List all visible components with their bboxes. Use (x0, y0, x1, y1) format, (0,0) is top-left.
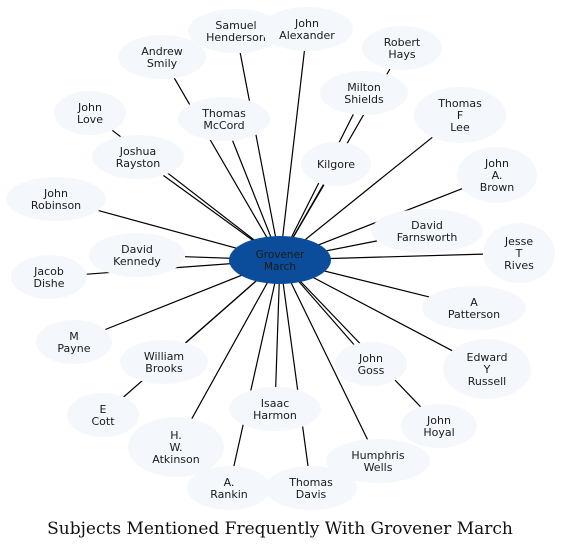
spoke-a-rankin (233, 259, 281, 467)
node-jacob-dishe[interactable]: Jacob Dishe (11, 255, 87, 299)
node-ellipse (188, 9, 284, 53)
node-label: Humphris Wells (351, 449, 404, 474)
node-john-a-brown[interactable]: John A. Brown (457, 147, 537, 203)
node-label: John Hoyal (423, 414, 454, 439)
node-label: John Love (77, 101, 103, 126)
node-ellipse (54, 91, 126, 135)
node-robert-hays[interactable]: Robert Hays (362, 26, 442, 70)
node-ellipse (11, 255, 87, 299)
node-m-payne[interactable]: M Payne (36, 320, 112, 364)
nodes: Samuel Henderson John Alexander Robert Hays An… (6, 7, 555, 510)
node-john-hoyal[interactable]: John Hoyal (401, 404, 477, 448)
node-label: Jacob Dishe (33, 265, 65, 290)
node-ellipse (371, 209, 483, 253)
node-ellipse (320, 71, 408, 115)
node-ellipse (92, 135, 184, 179)
node-label: Jesse T Rives (504, 235, 534, 272)
node-label: A. Rankin (210, 476, 248, 501)
node-ellipse (422, 286, 526, 330)
node-jesse-t-rives[interactable]: Jesse T Rives (483, 223, 555, 283)
node-david-kennedy[interactable]: David Kennedy (89, 233, 185, 277)
node-label: Thomas Davis (288, 476, 333, 501)
node-label: John Alexander (279, 17, 335, 42)
node-label: Milton Shields (344, 81, 384, 106)
spoke-john-alexander (279, 50, 305, 261)
node-thomas-mccord[interactable]: Thomas McCord (178, 97, 270, 141)
node-ellipse (229, 387, 321, 431)
node-label: Andrew Smily (141, 45, 183, 70)
node-label: John Goss (358, 352, 385, 377)
node-label: John Robinson (31, 187, 81, 212)
node-h-w-atkinson[interactable]: H. W. Atkinson (128, 417, 224, 477)
node-kilgore[interactable]: Kilgore (301, 142, 371, 186)
node-ellipse (187, 466, 271, 510)
node-label: Samuel Henderson (206, 19, 266, 44)
node-label: A Patterson (448, 296, 500, 321)
spoke-thomas-davis (279, 259, 309, 467)
node-e-cott[interactable]: E Cott (67, 393, 139, 437)
node-label: Thomas F Lee (437, 97, 482, 134)
node-john-alexander[interactable]: John Alexander (261, 7, 353, 51)
spoke-h-w-atkinson (191, 259, 281, 419)
node-ellipse (326, 439, 430, 483)
spoke-john-hoyal (279, 259, 422, 408)
node-john-love[interactable]: John Love (54, 91, 126, 135)
node-label: John A. Brown (480, 157, 515, 194)
center-node-ellipse (229, 236, 331, 284)
center-node[interactable]: Grovener March (229, 236, 331, 284)
node-ellipse (120, 340, 208, 384)
spoke-samuel-henderson (239, 52, 281, 261)
diagram-caption: Subjects Mentioned Frequently With Grove… (47, 519, 513, 539)
node-a-rankin[interactable]: A. Rankin (187, 466, 271, 510)
node-ellipse (362, 26, 442, 70)
node-a-patterson[interactable]: A Patterson (422, 286, 526, 330)
node-andrew-smily[interactable]: Andrew Smily (118, 35, 206, 79)
node-ellipse (128, 417, 224, 477)
node-isaac-harmon[interactable]: Isaac Harmon (229, 387, 321, 431)
node-ellipse (36, 320, 112, 364)
spoke-milton-shields (279, 114, 354, 261)
node-ellipse (414, 87, 506, 143)
node-david-farnsworth[interactable]: David Farnsworth (371, 209, 483, 253)
node-label: H. W. Atkinson (152, 429, 200, 466)
node-label: David Farnsworth (397, 219, 458, 244)
node-label: William Brooks (144, 350, 184, 375)
node-ellipse (401, 404, 477, 448)
node-ellipse (443, 339, 531, 399)
node-samuel-henderson[interactable]: Samuel Henderson (188, 9, 284, 53)
node-label: Isaac Harmon (253, 397, 297, 422)
node-label: Kilgore (317, 158, 355, 171)
node-label: David Kennedy (113, 243, 161, 268)
node-label: Edward Y Russell (467, 351, 508, 388)
node-john-goss[interactable]: John Goss (335, 342, 407, 386)
node-label: M Payne (57, 330, 90, 355)
node-label: Robert Hays (384, 36, 421, 61)
node-label: Thomas McCord (201, 107, 246, 132)
node-thomas-davis[interactable]: Thomas Davis (265, 466, 357, 510)
node-ellipse (6, 177, 106, 221)
node-ellipse (483, 223, 555, 283)
node-ellipse (67, 393, 139, 437)
node-ellipse (118, 35, 206, 79)
node-ellipse (261, 7, 353, 51)
node-edward-y-russell[interactable]: Edward Y Russell (443, 339, 531, 399)
node-william-brooks[interactable]: William Brooks (120, 340, 208, 384)
node-ellipse (178, 97, 270, 141)
node-joshua-rayston[interactable]: Joshua Rayston (92, 135, 184, 179)
node-ellipse (265, 466, 357, 510)
node-thomas-f-lee[interactable]: Thomas F Lee (414, 87, 506, 143)
node-ellipse (457, 147, 537, 203)
spoke-humphris-wells (279, 259, 369, 440)
node-john-robinson[interactable]: John Robinson (6, 177, 106, 221)
node-ellipse (89, 233, 185, 277)
node-milton-shields[interactable]: Milton Shields (320, 71, 408, 115)
node-ellipse (301, 142, 371, 186)
node-ellipse (335, 342, 407, 386)
node-humphris-wells[interactable]: Humphris Wells (326, 439, 430, 483)
center-node-label: Grovener March (256, 249, 305, 273)
node-label: E Cott (91, 403, 115, 428)
node-label: Joshua Rayston (116, 145, 160, 170)
